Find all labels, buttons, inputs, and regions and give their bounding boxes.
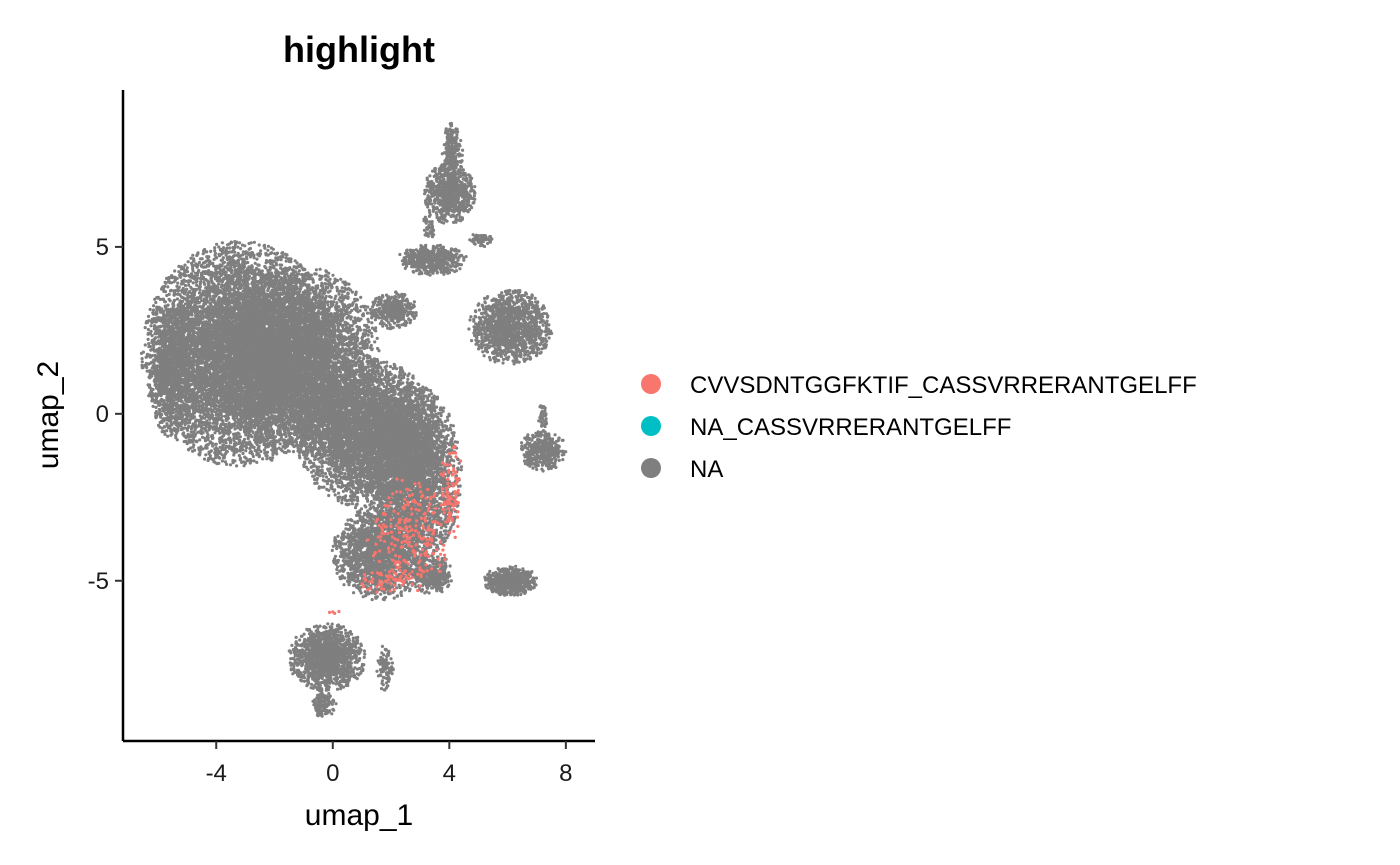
data-point xyxy=(220,241,224,245)
data-point xyxy=(280,263,284,267)
data-point xyxy=(208,408,212,412)
data-point xyxy=(218,445,222,449)
data-point xyxy=(179,275,183,279)
data-point xyxy=(250,264,254,268)
data-point xyxy=(182,440,186,444)
data-point xyxy=(203,282,207,286)
data-point xyxy=(212,425,216,429)
data-point xyxy=(190,264,195,268)
data-point xyxy=(253,261,257,265)
data-point xyxy=(178,271,183,276)
data-point xyxy=(189,291,194,295)
data-point xyxy=(186,260,190,264)
data-point xyxy=(205,255,209,259)
data-point xyxy=(140,357,144,361)
data-point xyxy=(192,259,196,263)
data-point xyxy=(281,251,285,255)
data-point xyxy=(265,439,269,443)
data-point xyxy=(203,265,207,269)
data-point xyxy=(172,280,176,284)
data-point xyxy=(228,246,232,250)
data-point xyxy=(285,253,289,257)
series-na xyxy=(139,121,568,718)
data-point xyxy=(255,460,259,464)
chart-title: highlight xyxy=(283,29,435,70)
data-point xyxy=(247,241,251,246)
data-point xyxy=(261,439,265,443)
data-point xyxy=(228,463,233,467)
data-point xyxy=(143,343,147,347)
data-point xyxy=(181,299,185,303)
data-point xyxy=(140,360,144,364)
data-point xyxy=(175,297,179,301)
data-point xyxy=(262,448,266,452)
data-point xyxy=(191,281,195,285)
data-point xyxy=(200,257,204,261)
data-point xyxy=(261,457,265,461)
data-point xyxy=(218,248,222,252)
data-point xyxy=(214,442,218,446)
data-point xyxy=(147,342,151,346)
data-point xyxy=(204,453,208,457)
data-point xyxy=(233,427,237,431)
data-point xyxy=(191,269,195,273)
scatter-points xyxy=(139,121,568,718)
data-point xyxy=(223,460,227,464)
data-point xyxy=(279,266,283,270)
data-point xyxy=(279,258,283,262)
data-point xyxy=(175,292,180,296)
data-point xyxy=(146,314,151,318)
data-point xyxy=(146,337,150,341)
data-point xyxy=(220,258,224,262)
data-point xyxy=(252,240,256,244)
data-point xyxy=(252,459,256,463)
data-point xyxy=(235,464,239,468)
data-point xyxy=(233,413,237,417)
data-point xyxy=(281,254,285,258)
data-point xyxy=(274,261,278,265)
data-point xyxy=(232,437,236,441)
data-point xyxy=(198,276,202,280)
data-point xyxy=(273,252,277,256)
data-point xyxy=(147,345,151,349)
data-point xyxy=(154,405,158,409)
data-point xyxy=(215,242,219,246)
data-point xyxy=(213,249,217,253)
data-point xyxy=(173,269,177,273)
data-point xyxy=(196,251,200,255)
data-point xyxy=(255,257,259,261)
data-point xyxy=(189,285,193,289)
